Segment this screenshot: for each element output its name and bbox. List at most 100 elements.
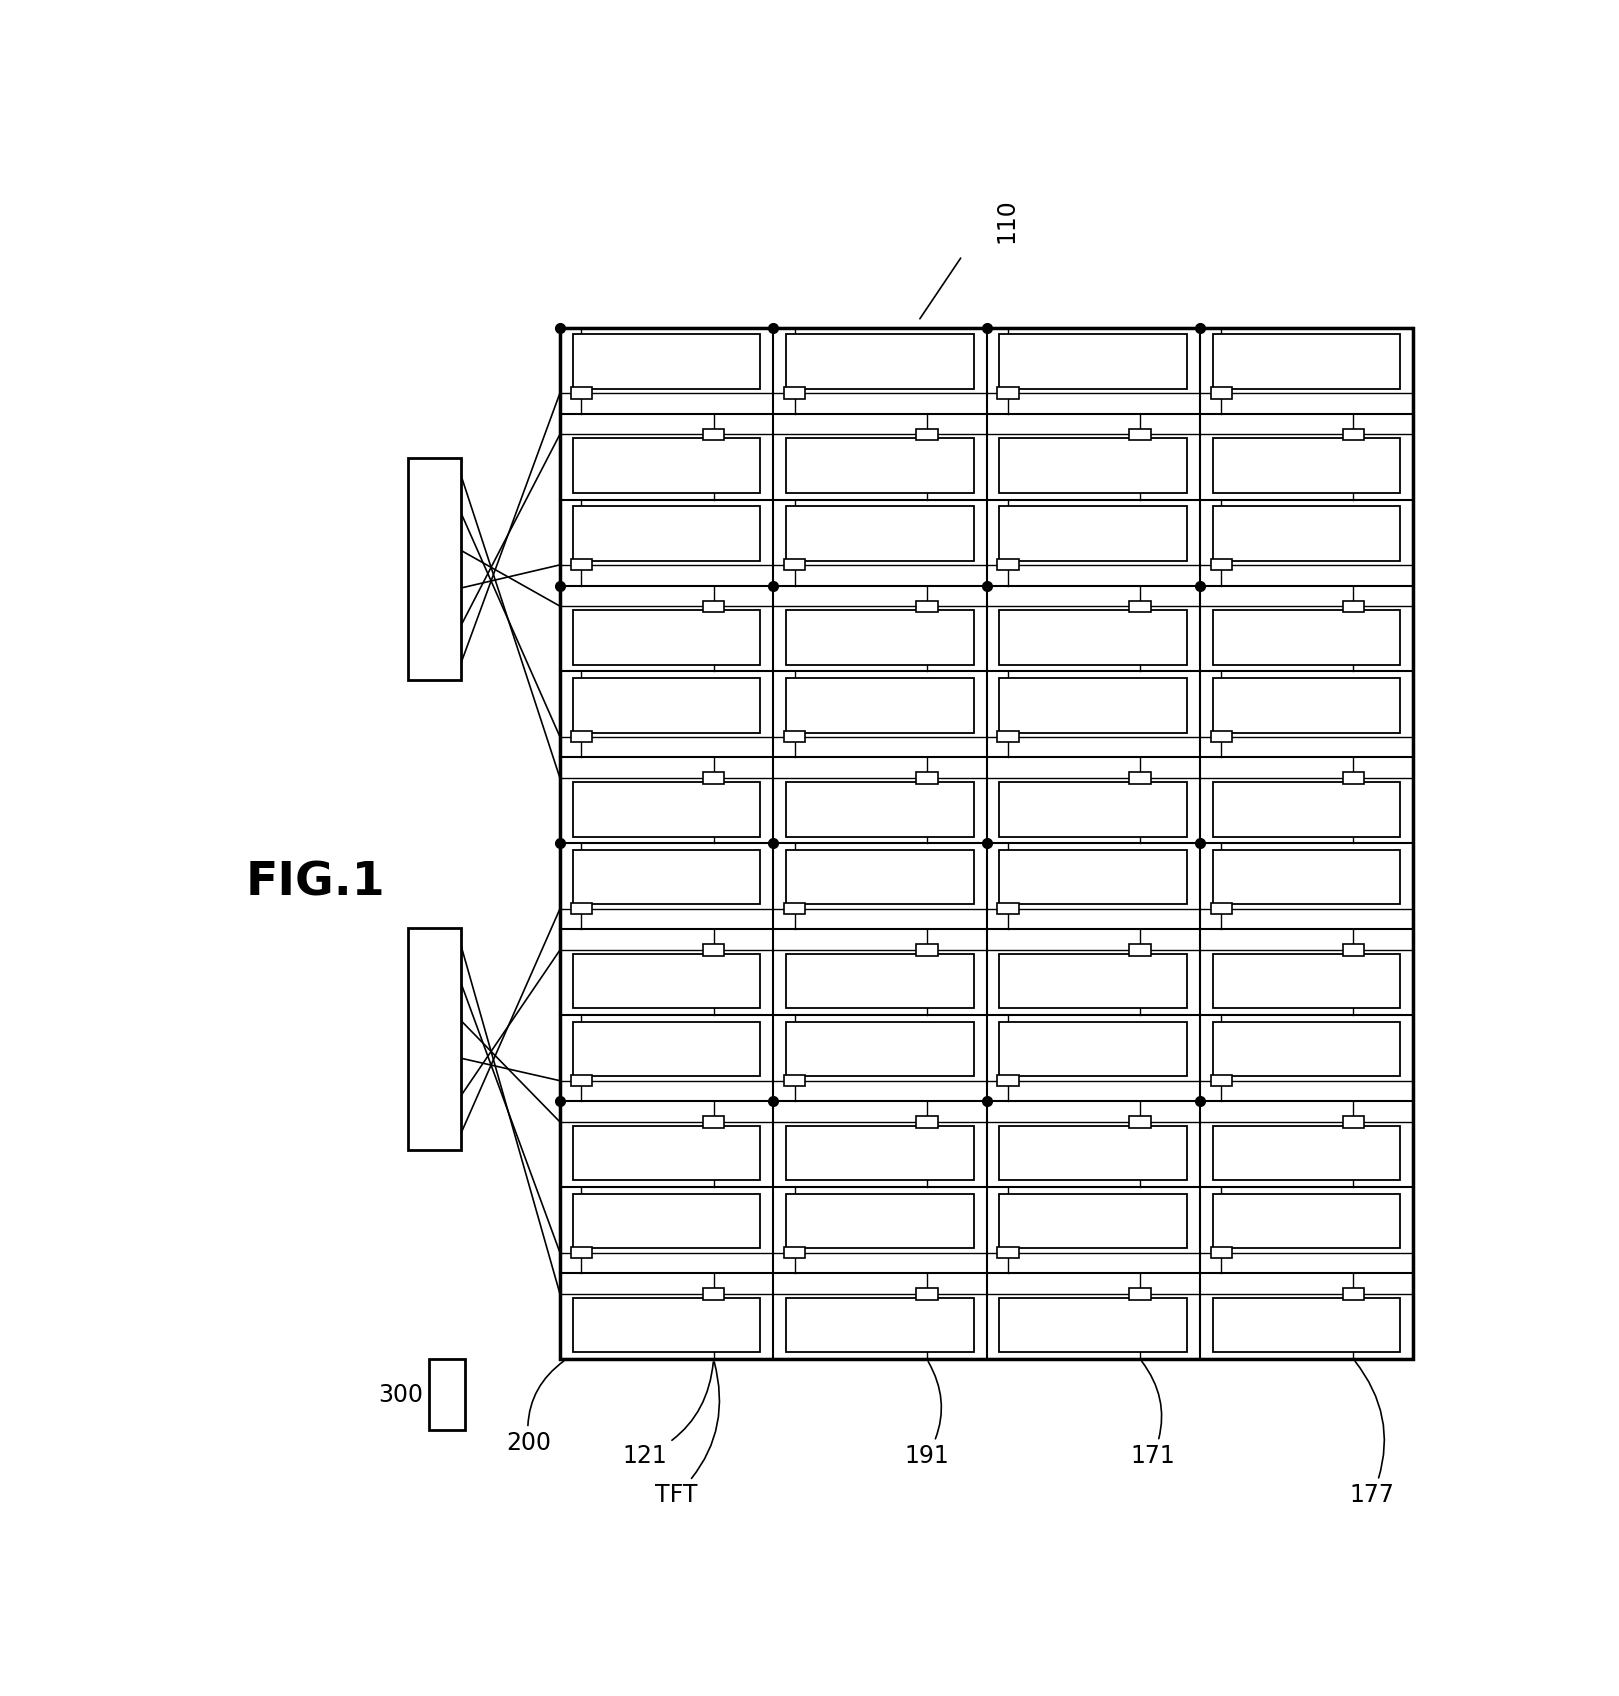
Text: 300: 300 [379,1382,423,1406]
Bar [573,1126,761,1180]
Bar [999,782,1187,836]
Bar [573,334,761,388]
Bar [999,1126,1187,1180]
Bar [997,1247,1018,1258]
Bar [787,678,973,733]
Bar [787,1297,973,1352]
Bar [570,1247,593,1258]
Bar [1213,1126,1400,1180]
Bar [916,429,937,439]
Bar [784,1247,805,1258]
Bar [703,600,724,612]
Bar [916,600,937,612]
Bar [573,507,761,561]
Bar [703,429,724,439]
Bar [1211,1075,1232,1087]
Bar [997,731,1018,743]
Bar [1213,1023,1400,1077]
Bar [570,731,593,743]
Bar [784,731,805,743]
Bar [997,1075,1018,1087]
Text: 110: 110 [994,198,1018,243]
Bar [570,387,593,399]
Bar [999,507,1187,561]
Text: FIG.1: FIG.1 [246,860,385,906]
Text: 200: 200 [507,1360,563,1455]
Bar [573,439,761,492]
Text: 171: 171 [1130,1362,1175,1469]
Bar [916,772,937,784]
Bar [787,955,973,1009]
Bar [784,387,805,399]
Bar [1213,1194,1400,1248]
Bar [573,850,761,904]
Bar [1211,731,1232,743]
Bar [997,387,1018,399]
Bar [1213,678,1400,733]
Bar [999,1023,1187,1077]
Bar [1213,334,1400,388]
Bar [787,334,973,388]
Bar [1213,439,1400,492]
Bar [999,611,1187,665]
Bar [1130,772,1151,784]
Bar [573,1194,761,1248]
Bar [916,945,937,955]
Bar [784,560,805,570]
Bar [573,611,761,665]
Bar [997,904,1018,914]
Bar [573,678,761,733]
Bar [999,678,1187,733]
Bar [787,782,973,836]
Bar [703,945,724,955]
Bar [1130,429,1151,439]
Bar [999,439,1187,492]
Bar [999,955,1187,1009]
Bar [916,1116,937,1128]
Bar [1211,387,1232,399]
Bar [570,904,593,914]
Bar [999,1297,1187,1352]
Bar [997,560,1018,570]
Bar [784,904,805,914]
Bar [573,955,761,1009]
Bar [408,928,461,1150]
Bar [784,1075,805,1087]
Text: TFT: TFT [654,1362,719,1508]
Bar [787,1126,973,1180]
Bar [1213,611,1400,665]
Bar [1342,1116,1365,1128]
Bar [1213,850,1400,904]
Bar [999,850,1187,904]
Bar [1130,1116,1151,1128]
Bar [1130,600,1151,612]
Bar [1130,1289,1151,1299]
Bar [787,1023,973,1077]
Bar [1342,600,1365,612]
Bar [570,1075,593,1087]
Text: 177: 177 [1350,1362,1394,1508]
Bar [787,611,973,665]
Text: 121: 121 [622,1362,714,1469]
Bar [703,1116,724,1128]
Bar [1342,1289,1365,1299]
Bar [1342,429,1365,439]
Bar [429,1358,465,1430]
Bar [1213,507,1400,561]
Bar [703,1289,724,1299]
Bar [408,458,461,680]
Bar [1213,1297,1400,1352]
Bar [787,507,973,561]
Bar [573,782,761,836]
Bar [1213,782,1400,836]
Bar [703,772,724,784]
Bar [560,327,1413,1358]
Bar [1211,1247,1232,1258]
Bar [999,334,1187,388]
Bar [916,1289,937,1299]
Bar [1342,772,1365,784]
Bar [787,439,973,492]
Bar [1213,955,1400,1009]
Text: 191: 191 [905,1362,949,1469]
Bar [1130,945,1151,955]
